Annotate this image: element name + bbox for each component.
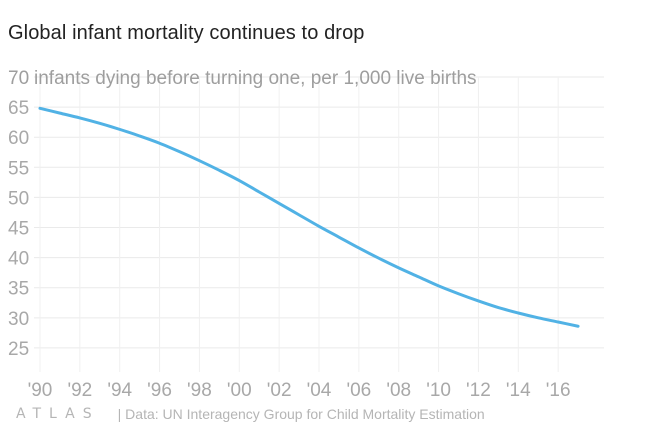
x-tick-label: '92 [67,380,92,401]
x-tick-label: '04 [307,380,332,401]
y-tick-label: 55 [8,158,29,179]
x-tick-label: '14 [506,380,531,401]
y-tick-label: 60 [8,128,29,149]
chart-title: Global infant mortality continues to dro… [8,22,365,44]
y-tick-label: 25 [8,339,29,360]
y-tick-label: 70 [8,68,29,89]
gridlines [34,76,604,372]
x-tick-label: '10 [426,380,451,401]
x-tick-label: '02 [267,380,292,401]
y-axis-tick-labels: 25 30 35 40 45 50 55 60 65 70 [8,68,29,360]
x-tick-label: '94 [107,380,132,401]
x-tick-label: '06 [346,380,371,401]
y-tick-label: 35 [8,279,29,300]
y-tick-label: 30 [8,309,29,330]
series-line [38,106,580,328]
y-tick-label: 50 [8,188,29,209]
y-tick-label: 45 [8,219,29,240]
x-tick-label: '08 [386,380,411,401]
series-layer [38,106,580,328]
data-source: | Data: UN Interagency Group for Child M… [117,406,485,422]
x-tick-label: '90 [28,380,53,401]
y-tick-label: 40 [8,249,29,270]
y-tick-label: 65 [8,98,29,119]
x-tick-label: '96 [147,380,172,401]
atlas-logo: ATLAS [16,406,100,422]
x-tick-label: '16 [546,380,571,401]
x-tick-label: '00 [227,380,252,401]
y-axis-label: infants dying before turning one, per 1,… [34,68,477,89]
x-axis-tick-labels: '90 '92 '94 '96 '98 '00 '02 '04 '06 '08 '10 '12 '14 '… [28,380,571,401]
x-tick-label: '12 [466,380,491,401]
footer: ATLAS | Data: UN Interagency Group for C… [16,404,485,424]
x-tick-label: '98 [187,380,212,401]
